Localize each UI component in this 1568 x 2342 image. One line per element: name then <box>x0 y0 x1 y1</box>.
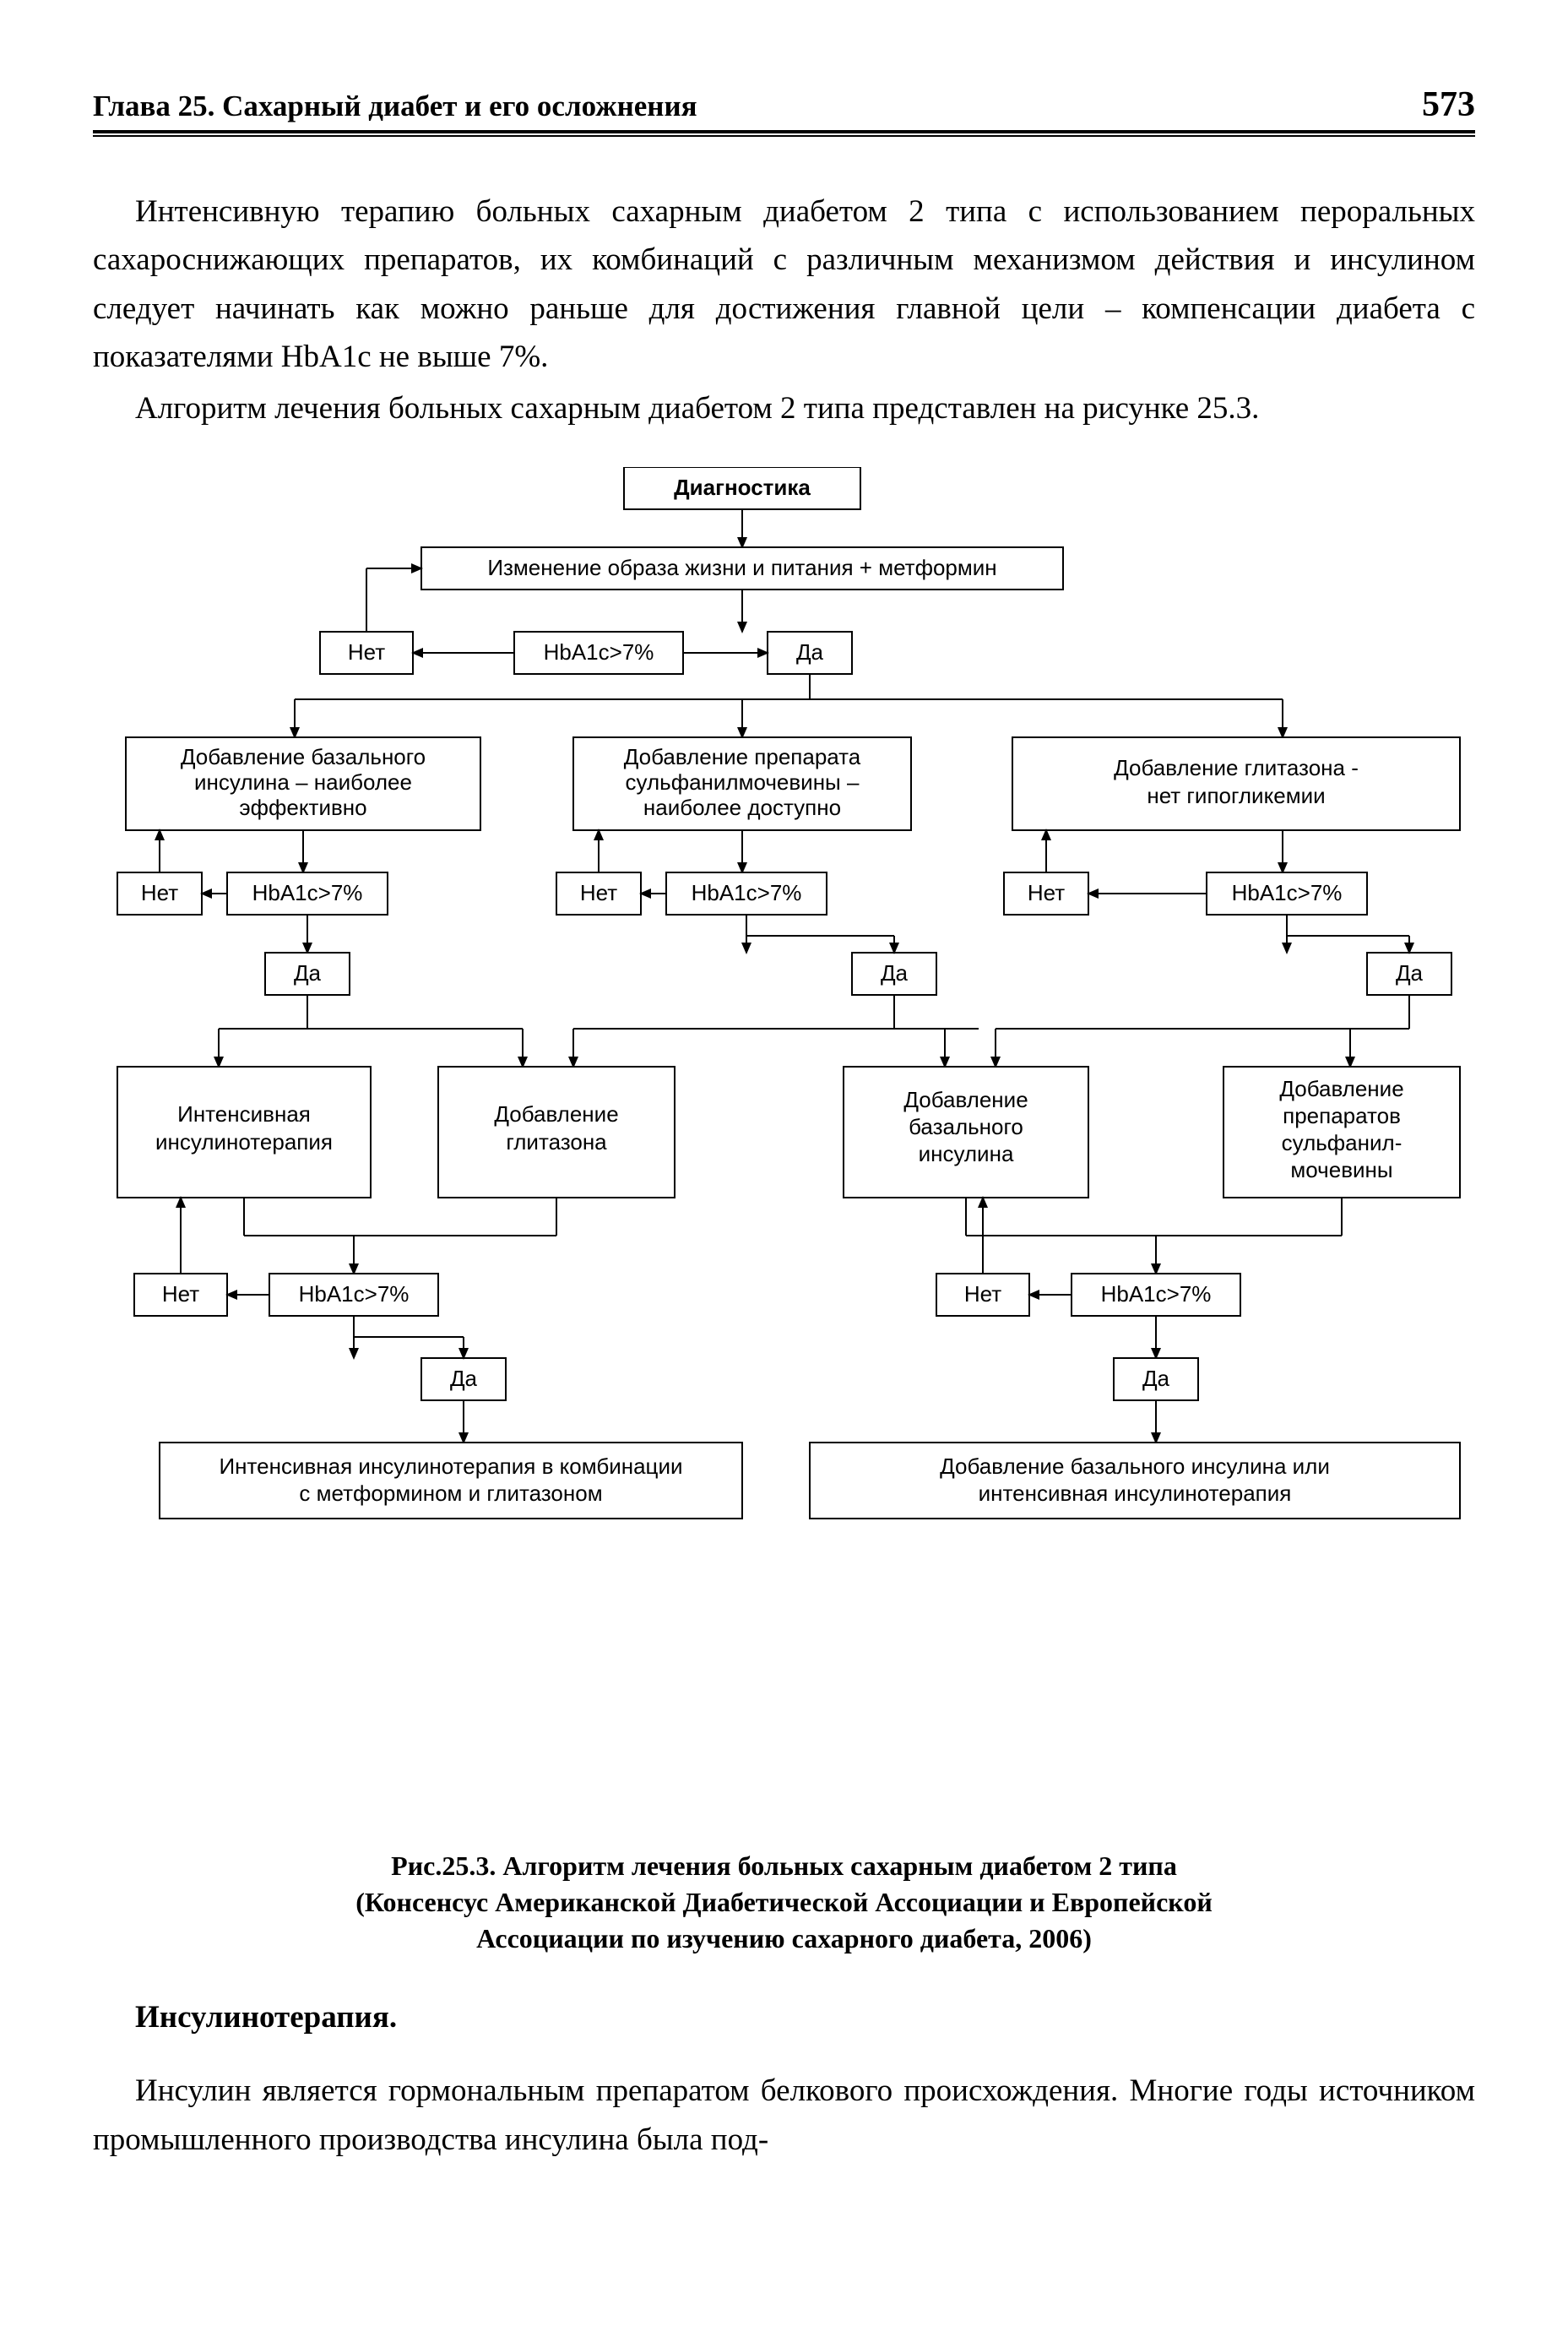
node-hba1c-1: HbA1c>7% <box>543 639 654 665</box>
node-no-2a: Нет <box>140 880 177 905</box>
node-no-2b: Нет <box>579 880 616 905</box>
node-yes-2a: Да <box>293 960 321 986</box>
svg-text:интенсивная инсулинотерапия: интенсивная инсулинотерапия <box>978 1481 1291 1506</box>
svg-text:сульфанил-: сульфанил- <box>1281 1130 1402 1155</box>
flowchart-diagram: Диагностика Изменение образа жизни и пит… <box>100 467 1468 1806</box>
paragraph-2: Алгоритм лечения больных сахарным диабет… <box>93 384 1475 432</box>
node-add-sulfonylurea: Добавление препарата <box>623 744 860 769</box>
caption-line-2: (Консенсус Американской Диабетической Ас… <box>355 1887 1213 1917</box>
paragraph-1: Интенсивную терапию больных сахарным диа… <box>93 187 1475 381</box>
subheading-insulinotherapy: Инсулинотерапия. <box>93 1999 1475 2035</box>
svg-text:с метформином и глитазоном: с метформином и глитазоном <box>299 1481 602 1506</box>
node-yes-2c: Да <box>1395 960 1423 986</box>
node-yes-2b: Да <box>880 960 908 986</box>
svg-text:базального: базального <box>909 1114 1023 1139</box>
page-header: Глава 25. Сахарный диабет и его осложнен… <box>93 84 1475 133</box>
page: Глава 25. Сахарный диабет и его осложнен… <box>0 0 1568 2235</box>
paragraph-3: Инсулин является гормональным препаратом… <box>93 2067 1475 2164</box>
node-hba1c-3b: HbA1c>7% <box>1100 1281 1211 1307</box>
node-hba1c-2a: HbA1c>7% <box>252 880 362 905</box>
svg-text:сульфанилмочевины –: сульфанилмочевины – <box>625 769 859 795</box>
page-number: 573 <box>1422 84 1475 125</box>
caption-line-1: Рис.25.3. Алгоритм лечения больных сахар… <box>391 1850 1177 1881</box>
svg-text:глитазона: глитазона <box>506 1129 607 1155</box>
node-final-left: Интенсивная инсулинотерапия в комбинации <box>219 1454 682 1479</box>
node-lifestyle: Изменение образа жизни и питания + метфо… <box>487 555 996 580</box>
caption-line-3: Ассоциации по изучению сахарного диабета… <box>476 1923 1092 1953</box>
node-no-2c: Нет <box>1027 880 1064 905</box>
chapter-title: Глава 25. Сахарный диабет и его осложнен… <box>93 90 697 123</box>
node-yes-1: Да <box>795 639 823 665</box>
svg-text:эффективно: эффективно <box>239 795 366 820</box>
node-intensive-insulin: Интенсивная <box>177 1101 311 1127</box>
node-hba1c-2b: HbA1c>7% <box>691 880 801 905</box>
node-final-right: Добавление базального инсулина или <box>940 1454 1330 1479</box>
node-no-1: Нет <box>347 639 384 665</box>
svg-text:инсулина – наиболее: инсулина – наиболее <box>194 769 412 795</box>
node-add-glitazone-2: Добавление <box>494 1101 618 1127</box>
node-hba1c-2c: HbA1c>7% <box>1231 880 1342 905</box>
svg-text:нет гипогликемии: нет гипогликемии <box>1147 783 1325 808</box>
node-diagnostika: Диагностика <box>674 475 811 500</box>
node-add-glitazone: Добавление глитазона - <box>1114 755 1359 780</box>
node-no-3a: Нет <box>161 1281 198 1307</box>
svg-text:мочевины: мочевины <box>1290 1157 1392 1182</box>
node-yes-3b: Да <box>1142 1366 1169 1391</box>
node-no-3b: Нет <box>963 1281 1001 1307</box>
figure-caption: Рис.25.3. Алгоритм лечения больных сахар… <box>193 1848 1375 1958</box>
node-yes-3a: Да <box>449 1366 477 1391</box>
node-add-basal: Добавление базального <box>180 744 425 769</box>
svg-text:инсулинотерапия: инсулинотерапия <box>155 1129 333 1155</box>
node-hba1c-3a: HbA1c>7% <box>298 1281 409 1307</box>
node-add-sulfonylurea-2: Добавление <box>1279 1076 1403 1101</box>
flowchart-svg: Диагностика Изменение образа жизни и пит… <box>100 467 1468 1801</box>
svg-text:инсулина: инсулина <box>918 1141 1013 1166</box>
svg-text:наиболее доступно: наиболее доступно <box>643 795 840 820</box>
header-rule <box>93 135 1475 137</box>
node-add-basal-2: Добавление <box>903 1087 1028 1112</box>
svg-text:препаратов: препаратов <box>1283 1103 1401 1128</box>
